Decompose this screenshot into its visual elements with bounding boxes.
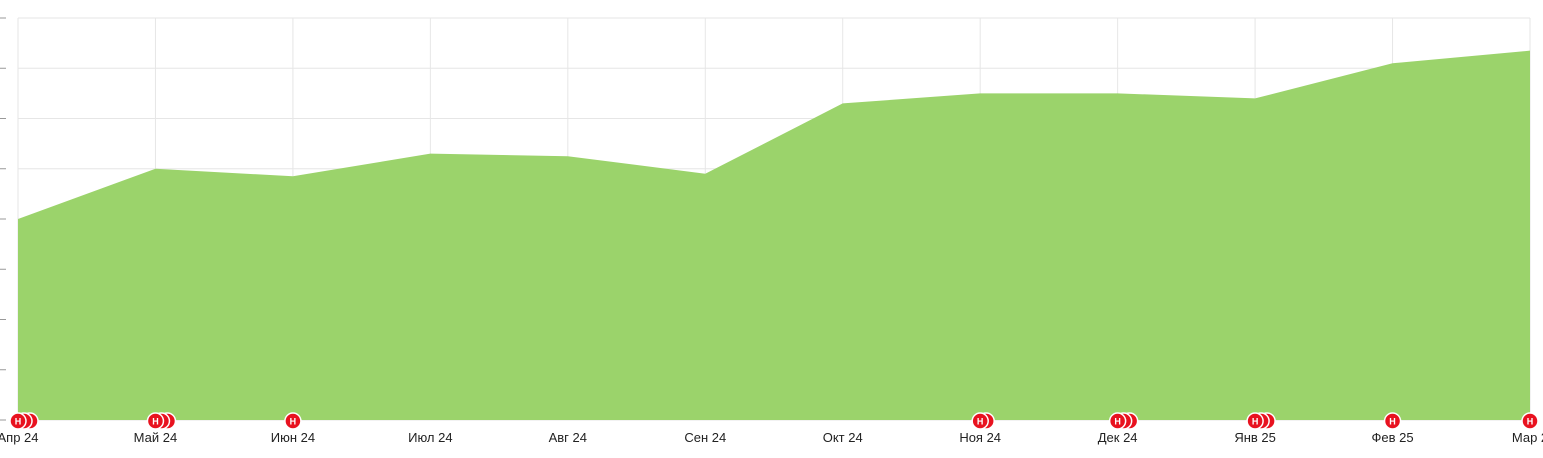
event-marker-group[interactable]: Н — [971, 412, 995, 430]
event-marker-group[interactable]: Н — [1383, 412, 1402, 430]
x-tick-label: Сен 24 — [684, 430, 726, 445]
event-marker-group[interactable]: Н — [1521, 412, 1539, 430]
event-marker[interactable] — [1108, 412, 1127, 430]
event-marker-label: Н — [1114, 417, 1121, 427]
x-tick-label: Апр 24 — [0, 430, 39, 445]
x-tick-label: Авг 24 — [549, 430, 587, 445]
event-marker-group[interactable]: Н — [1108, 412, 1139, 430]
event-marker-group[interactable]: Н — [146, 412, 177, 430]
event-marker-label: Н — [1527, 417, 1534, 427]
event-marker[interactable] — [284, 412, 302, 430]
event-marker[interactable] — [1383, 412, 1402, 430]
event-marker[interactable] — [1521, 412, 1539, 430]
event-marker[interactable] — [971, 412, 989, 430]
event-marker[interactable] — [146, 412, 165, 430]
x-axis: Апр 24 Май 24 Июн 24 Июл 24 Авг 24 Сен 24 Окт … — [0, 430, 1543, 445]
x-tick-label: Ноя 24 — [959, 430, 1001, 445]
area-layer — [18, 50, 1530, 420]
event-marker-group[interactable]: Н — [1246, 412, 1276, 430]
event-marker-label: Н — [977, 417, 984, 427]
x-tick-label: Май 24 — [134, 430, 178, 445]
x-tick-label: Фев 25 — [1371, 430, 1413, 445]
area-series — [18, 50, 1530, 420]
event-marker-label: Н — [1252, 417, 1259, 427]
x-tick-label: Окт 24 — [823, 430, 863, 445]
event-marker[interactable] — [9, 412, 27, 430]
event-marker-label: Н — [1389, 417, 1396, 427]
event-marker[interactable] — [1246, 412, 1264, 430]
x-tick-label: Мар 2 — [1512, 430, 1543, 445]
event-marker-label: Н — [290, 417, 297, 427]
event-marker-label: Н — [152, 417, 159, 427]
x-tick-label: Июл 24 — [408, 430, 452, 445]
x-tick-label: Июн 24 — [271, 430, 315, 445]
event-marker-label: Н — [15, 417, 22, 427]
event-marker-group[interactable]: Н — [284, 412, 302, 430]
x-tick-label: Янв 25 — [1234, 430, 1276, 445]
event-marker-group[interactable]: Н — [9, 412, 39, 430]
x-tick-label: Дек 24 — [1098, 430, 1138, 445]
